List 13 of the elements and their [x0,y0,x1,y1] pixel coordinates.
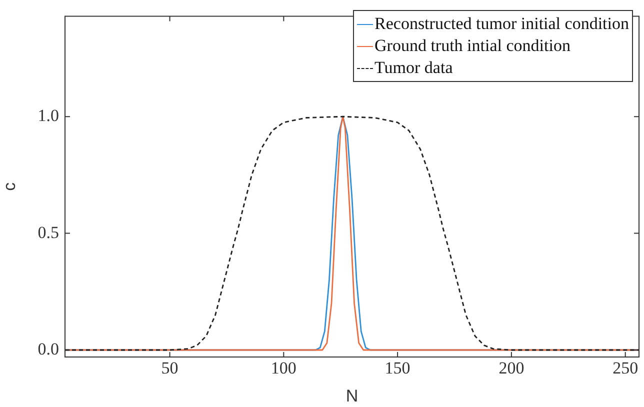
x-tick-label: 250 [612,358,638,378]
x-tick-label: 200 [498,358,524,378]
y-tick-label: 1.0 [38,106,59,126]
y-axis-title: c [0,182,19,191]
x-tick-label: 100 [270,358,296,378]
x-axis-title: N [346,386,358,406]
x-tick-label: 150 [384,358,410,378]
y-tick-label: 0.0 [38,339,59,358]
legend-label: Tumor data [374,57,453,79]
x-tick-label: 50 [161,358,178,378]
legend-label: Reconstructed tumor initial condition [374,13,629,35]
y-tick-label: 0.5 [38,222,59,242]
legend-label: Ground truth intial condition [374,35,570,57]
